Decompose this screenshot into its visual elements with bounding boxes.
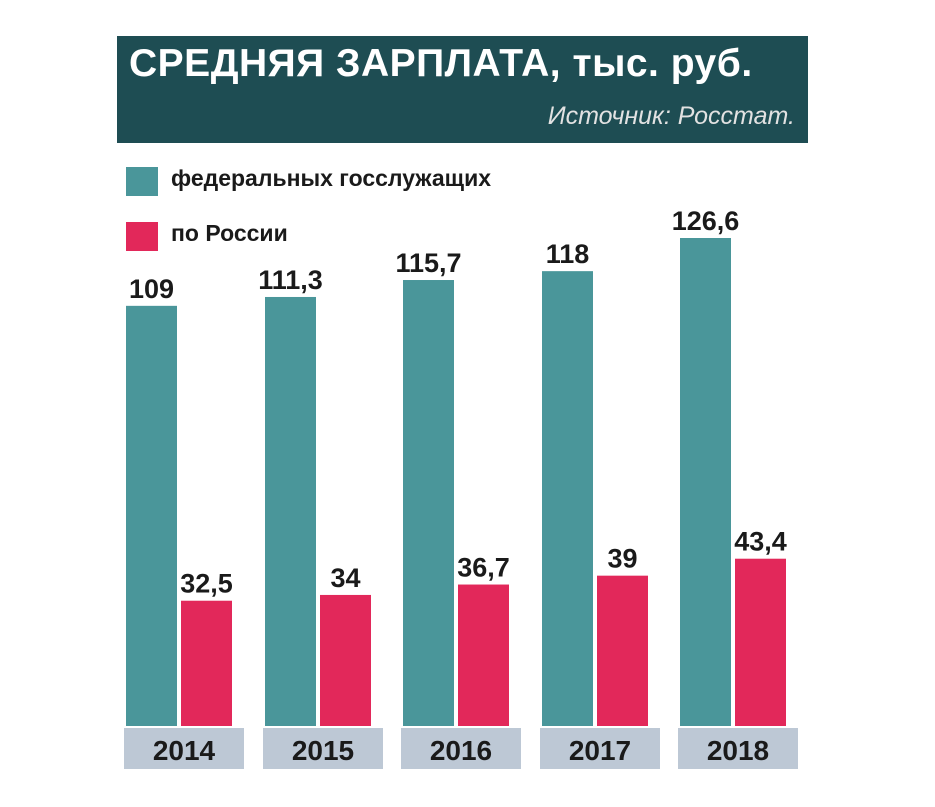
- bar-federal-2016: [403, 280, 454, 726]
- value-label-russia-2015: 34: [330, 563, 360, 593]
- year-label-box-2017: [540, 728, 660, 769]
- year-label-box-2015: [263, 728, 383, 769]
- year-label-2018: 2018: [707, 735, 769, 766]
- chart-title: СРЕДНЯЯ ЗАРПЛАТА, тыс. руб.: [129, 42, 753, 85]
- bar-federal-2014: [126, 305, 177, 726]
- bar-russia-2015: [320, 594, 371, 726]
- year-label-2015: 2015: [292, 735, 354, 766]
- year-label-2014: 2014: [153, 735, 216, 766]
- legend-label-federal: федеральных госслужащих: [171, 165, 492, 191]
- legend-label-russia: по России: [171, 220, 288, 246]
- year-label-box-2014: [124, 728, 244, 769]
- bar-federal-2017: [542, 271, 593, 726]
- legend-swatch-russia: [126, 222, 158, 251]
- legend-swatch-federal: [126, 167, 158, 196]
- chart-source: Источник: Росстат.: [547, 102, 795, 130]
- value-label-federal-2018: 126,6: [672, 206, 740, 236]
- value-label-russia-2014: 32,5: [180, 569, 233, 599]
- year-label-box-2018: [678, 728, 798, 769]
- year-label-box-2016: [401, 728, 521, 769]
- bar-federal-2018: [680, 238, 731, 726]
- bar-russia-2018: [735, 558, 786, 726]
- value-label-russia-2016: 36,7: [457, 553, 510, 583]
- value-label-federal-2016: 115,7: [395, 248, 461, 278]
- value-label-federal-2014: 109: [129, 274, 174, 304]
- value-label-russia-2017: 39: [607, 544, 637, 574]
- year-label-2017: 2017: [569, 735, 631, 766]
- bar-federal-2015: [265, 296, 316, 726]
- year-label-2016: 2016: [430, 735, 492, 766]
- value-label-russia-2018: 43,4: [734, 527, 787, 557]
- bar-russia-2014: [181, 600, 232, 726]
- value-label-federal-2015: 111,3: [258, 265, 323, 295]
- bar-russia-2016: [458, 584, 509, 726]
- chart-header: СРЕДНЯЯ ЗАРПЛАТА, тыс. руб. Источник: Ро…: [117, 36, 808, 143]
- value-label-federal-2017: 118: [546, 239, 590, 269]
- bar-russia-2017: [597, 575, 648, 726]
